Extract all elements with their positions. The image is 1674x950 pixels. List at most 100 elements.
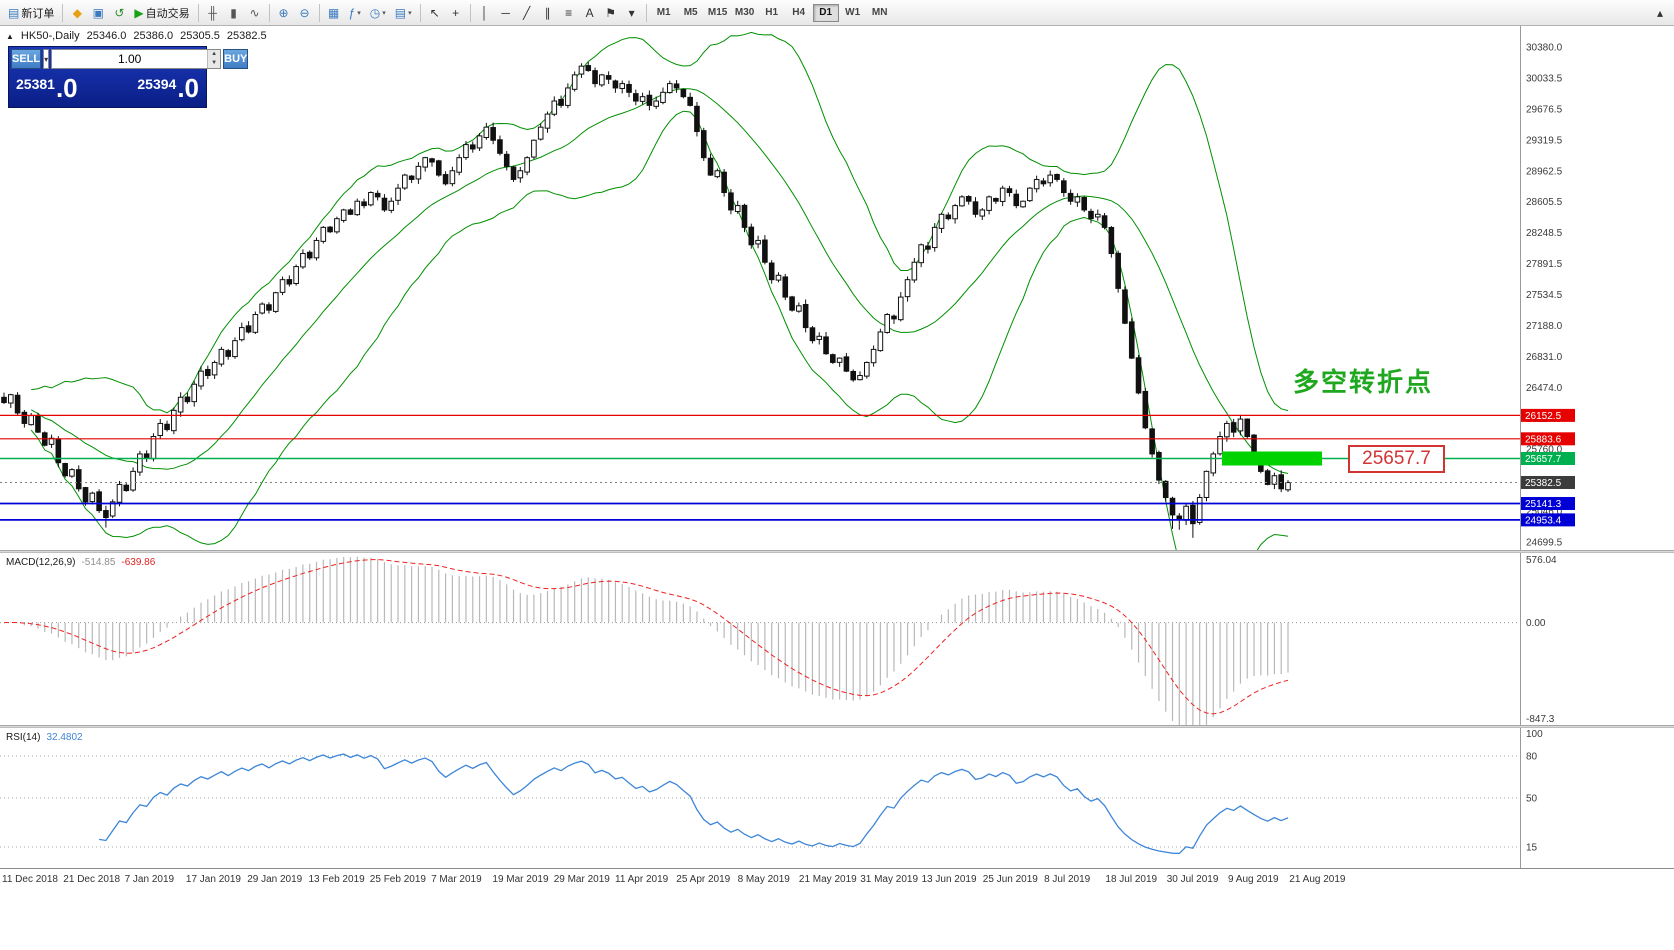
sell-button[interactable]: SELL (11, 49, 42, 69)
bar-chart-button[interactable]: ╫ (203, 3, 223, 23)
crosshair-button[interactable]: + (446, 3, 466, 23)
horizontal-level-lines[interactable] (0, 414, 1520, 521)
crosshair-icon: + (452, 5, 460, 20)
timeframe-m15-button[interactable]: M15 (707, 7, 728, 18)
tile-windows-button[interactable]: ▦ (324, 3, 344, 23)
main-price-chart[interactable]: 30380.0 30033.5 29676.5 29319.5 28962.5 28605… (0, 26, 1674, 550)
text-label-button[interactable]: A (580, 3, 600, 23)
toolbar: ▤ 新订单 ◆ ▣ ↺ ▶ 自动交易 ╫ ▮ ∿ ⊕ ⊖ ▦ ƒ ▾ ◷ ▾ ▤ ▾ ↖ + │ ─ ╱ ∥ ≡ A ⚑ ▾ M1 M5 M1… (0, 0, 1674, 26)
chart-annotation-text: 多空转折点 (1293, 367, 1434, 397)
buy-price[interactable]: 25394.0 (137, 72, 199, 103)
volume-field: ▲ ▼ (51, 49, 222, 69)
order-menu-icon[interactable]: ▾ (43, 49, 50, 69)
horizontal-line-button[interactable]: ─ (496, 3, 516, 23)
chart-expand-icon[interactable]: ▲ (6, 31, 14, 41)
arrow-marker-button[interactable]: ⚑ (601, 3, 621, 23)
line-chart-button[interactable]: ∿ (245, 3, 265, 23)
svg-text:27534.5: 27534.5 (1526, 290, 1563, 301)
indicators-button[interactable]: ƒ ▾ (345, 3, 365, 23)
zoom-in-button[interactable]: ⊕ (274, 3, 294, 23)
cursor-icon: ↖ (429, 5, 440, 20)
timeframe-m30-button[interactable]: M30 (734, 7, 755, 18)
zoom-out-icon: ⊖ (299, 5, 310, 20)
buy-button[interactable]: BUY (223, 49, 249, 69)
svg-text:25760.0: 25760.0 (1526, 445, 1563, 456)
sell-price[interactable]: 25381.0 (16, 72, 78, 103)
volume-spinner: ▲ ▼ (207, 50, 221, 68)
vertical-line-button[interactable]: │ (475, 3, 495, 23)
bollinger-bands (30, 31, 1289, 550)
toolbar-collapse-button[interactable]: ▴ (1656, 5, 1664, 20)
timeframe-m1-button[interactable]: M1 (656, 7, 671, 18)
date-label: 7 Mar 2019 (431, 874, 482, 885)
svg-text:576.04: 576.04 (1526, 555, 1557, 566)
panel-separator[interactable] (0, 550, 1674, 553)
svg-text:28248.5: 28248.5 (1526, 228, 1563, 239)
zoom-out-button[interactable]: ⊖ (295, 3, 315, 23)
new-order-button[interactable]: ▤ 新订单 (4, 3, 58, 23)
candlestick-chart-button[interactable]: ▮ (224, 3, 244, 23)
equidistant-channel-button[interactable]: ∥ (538, 3, 558, 23)
timeframe-d1-button[interactable]: D1 (812, 3, 839, 22)
date-label: 7 Jan 2019 (124, 874, 175, 885)
date-label: 17 Jan 2019 (185, 874, 241, 885)
volume-up-icon[interactable]: ▲ (208, 50, 221, 59)
macd-header: MACD(12,26,9) -514.85 -639.86 (6, 557, 156, 568)
template-menu-button[interactable]: ▤ ▾ (391, 3, 416, 23)
timeframe-w1-button[interactable]: W1 (845, 7, 861, 18)
template-menu-dropdown-icon: ▾ (408, 9, 412, 17)
svg-text:15: 15 (1526, 843, 1538, 854)
volume-down-icon[interactable]: ▼ (208, 59, 221, 68)
svg-text:26831.0: 26831.0 (1526, 352, 1563, 363)
rsi-panel[interactable]: 100 80 50 15 (0, 728, 1674, 868)
date-label: 30 Jul 2019 (1166, 874, 1219, 885)
refresh-button[interactable]: ↺ (109, 3, 129, 23)
chart-window: ▲ HK50-,Daily 25346.0 25386.0 25305.5 25… (0, 26, 1674, 950)
autotrading-button[interactable]: ▶ 自动交易 (130, 3, 193, 23)
template-menu-icon: ▤ (394, 5, 407, 20)
svg-text:25141.3: 25141.3 (1525, 499, 1562, 510)
market-watch-button[interactable]: ▣ (88, 3, 108, 23)
period-menu-icon: ◷ (369, 5, 381, 20)
fibonacci-button[interactable]: ≡ (559, 3, 579, 23)
date-label: 25 Feb 2019 (369, 874, 426, 885)
one-click-trading-panel: SELL ▾ ▲ ▼ BUY 25381.0 25394.0 (8, 46, 249, 108)
trendline-button[interactable]: ╱ (517, 3, 537, 23)
ohlc-open: 25346.0 (86, 30, 127, 42)
svg-text:27891.5: 27891.5 (1526, 259, 1563, 270)
favorites-button[interactable]: ◆ (67, 3, 87, 23)
ohlc-high: 25386.0 (133, 30, 174, 42)
toolbar-separator (419, 3, 421, 22)
chart-title: ▲ HK50-,Daily 25346.0 25386.0 25305.5 25… (6, 30, 267, 42)
price-callout-label[interactable]: 25657.7 (1348, 445, 1445, 473)
shapes-menu-button[interactable]: ▾ (622, 3, 642, 23)
period-menu-button[interactable]: ◷ ▾ (366, 3, 390, 23)
timeframe-m5-button[interactable]: M5 (683, 7, 698, 18)
panel-separator[interactable] (0, 725, 1674, 728)
svg-text:30380.0: 30380.0 (1526, 43, 1563, 54)
svg-text:0.00: 0.00 (1526, 618, 1546, 629)
time-axis[interactable]: 11 Dec 2018 21 Dec 2018 7 Jan 2019 17 Jan 2… (0, 868, 1674, 890)
macd-panel[interactable]: 576.04 0.00 -847.3 (0, 553, 1674, 725)
svg-text:30033.5: 30033.5 (1526, 73, 1563, 84)
bar-chart-icon: ╫ (208, 5, 217, 20)
refresh-icon: ↺ (114, 5, 125, 20)
volume-input[interactable] (52, 50, 208, 68)
date-label: 8 Jul 2019 (1044, 874, 1091, 885)
candles (1, 62, 1291, 538)
date-label: 18 Jul 2019 (1105, 874, 1158, 885)
svg-text:25657.7: 25657.7 (1525, 454, 1562, 465)
date-label: 21 May 2019 (798, 874, 857, 885)
new-order-label: 新订单 (21, 7, 55, 20)
text-label-icon: A (585, 5, 594, 20)
svg-text:27188.0: 27188.0 (1526, 321, 1563, 332)
timeframe-mn-button[interactable]: MN (871, 7, 888, 18)
timeframe-h1-button[interactable]: H1 (765, 7, 779, 18)
cursor-button[interactable]: ↖ (425, 3, 445, 23)
ohlc-close: 25382.5 (226, 30, 267, 42)
toolbar-separator (318, 3, 320, 22)
candlestick-chart-icon: ▮ (230, 5, 237, 20)
highlight-zone[interactable] (1222, 451, 1322, 466)
date-label: 25 Apr 2019 (676, 874, 731, 885)
timeframe-h4-button[interactable]: H4 (792, 7, 806, 18)
